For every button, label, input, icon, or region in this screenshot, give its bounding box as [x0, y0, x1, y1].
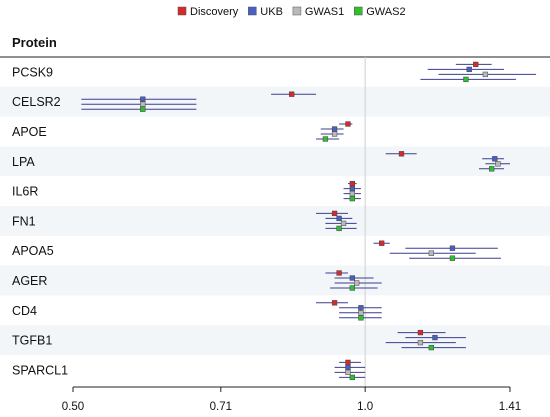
protein-column-header: Protein	[12, 35, 57, 50]
row-fn1: FN1	[12, 210, 357, 232]
row-band	[0, 146, 550, 177]
legend-item-gwas1: GWAS1	[292, 6, 344, 18]
point-discovery	[331, 210, 338, 217]
row-celsr2: CELSR2	[12, 91, 317, 112]
point-ukb	[349, 275, 355, 281]
point-gwas1	[354, 280, 360, 286]
row-band	[0, 206, 550, 236]
point-discovery	[417, 329, 424, 336]
point-gwas2	[140, 106, 146, 112]
point-gwas1	[495, 161, 501, 167]
point-gwas1	[428, 250, 435, 256]
legend-item-gwas2: GWAS2	[354, 6, 406, 18]
point-discovery	[349, 180, 355, 187]
point-gwas2	[349, 195, 355, 202]
point-gwas2	[358, 315, 364, 321]
legend-swatch	[177, 6, 187, 16]
point-discovery	[331, 300, 338, 306]
x-tick-label: 1.0	[357, 401, 373, 413]
point-gwas2	[428, 344, 435, 351]
point-ukb	[432, 334, 438, 341]
point-gwas2	[322, 136, 329, 142]
point-ukb	[349, 185, 355, 192]
legend-label: Discovery	[190, 6, 239, 18]
row-label: LPA	[12, 155, 35, 169]
row-band	[0, 325, 550, 355]
row-lpa: LPA	[12, 151, 510, 172]
row-label: IL6R	[12, 185, 38, 199]
point-gwas2	[349, 374, 355, 381]
legend-swatch	[248, 6, 257, 16]
x-tick-label: 0.71	[210, 401, 232, 413]
point-discovery	[345, 359, 351, 366]
point-discovery	[398, 151, 405, 157]
point-discovery	[379, 240, 385, 246]
point-gwas1	[482, 71, 489, 78]
point-gwas1	[358, 310, 364, 316]
row-apoe: APOE	[12, 121, 353, 142]
x-tick-label: 1.41	[499, 401, 521, 413]
row-ager: AGER	[12, 270, 382, 291]
rows: PCSK9 CELSR2 APOE LPA IL6R FN1 APOA5 AGER CD4 TGF…	[12, 61, 537, 381]
point-discovery	[345, 121, 351, 127]
point-gwas2	[336, 225, 342, 232]
row-label: CD4	[12, 304, 37, 318]
legend-swatch	[292, 6, 302, 16]
point-gwas2	[349, 285, 355, 291]
point-gwas2	[489, 166, 495, 172]
point-gwas2	[449, 255, 456, 261]
row-tgfb1: TGFB1	[12, 329, 466, 351]
point-gwas1	[417, 339, 424, 346]
row-label: FN1	[12, 214, 36, 228]
point-discovery	[473, 61, 479, 68]
x-tick-label: 0.50	[62, 401, 84, 413]
point-gwas1	[345, 369, 351, 376]
row-label: CELSR2	[12, 95, 61, 109]
legend-item-discovery: Discovery	[177, 6, 239, 18]
row-label: APOA5	[12, 244, 54, 258]
row-label: PCSK9	[12, 65, 53, 79]
point-ukb	[345, 364, 351, 371]
point-gwas1	[349, 190, 355, 197]
row-label: APOE	[12, 125, 47, 139]
row-sparcl1: SPARCL1	[12, 359, 366, 381]
point-discovery	[289, 91, 295, 97]
point-gwas1	[340, 220, 347, 227]
row-apoa5: APOA5	[12, 240, 501, 261]
point-ukb	[358, 305, 364, 311]
point-ukb	[492, 156, 498, 162]
legend-label: GWAS2	[366, 6, 405, 18]
point-ukb	[466, 66, 472, 73]
point-gwas1	[331, 131, 338, 137]
row-band	[0, 265, 550, 296]
point-ukb	[449, 245, 456, 251]
row-bands	[0, 86, 550, 355]
legend-item-ukb: UKB	[248, 6, 283, 18]
legend-swatch	[354, 6, 363, 16]
point-gwas1	[140, 101, 146, 107]
point-ukb	[336, 215, 342, 222]
row-pcsk9: PCSK9	[12, 61, 537, 83]
row-label: TGFB1	[12, 334, 52, 348]
legend: Discovery UKB GWAS1 GWAS2	[177, 6, 406, 18]
legend-label: GWAS1	[305, 6, 344, 18]
row-cd4: CD4	[12, 300, 382, 321]
point-ukb	[140, 96, 146, 102]
row-il6r: IL6R	[12, 180, 361, 202]
row-label: SPARCL1	[12, 363, 68, 377]
x-axis: 0.50 0.71 1.0 1.41	[62, 386, 521, 413]
row-label: AGER	[12, 274, 47, 288]
row-band	[0, 86, 550, 117]
point-gwas2	[463, 76, 469, 83]
point-ukb	[331, 126, 338, 132]
point-discovery	[336, 270, 342, 276]
legend-label: UKB	[260, 6, 283, 18]
